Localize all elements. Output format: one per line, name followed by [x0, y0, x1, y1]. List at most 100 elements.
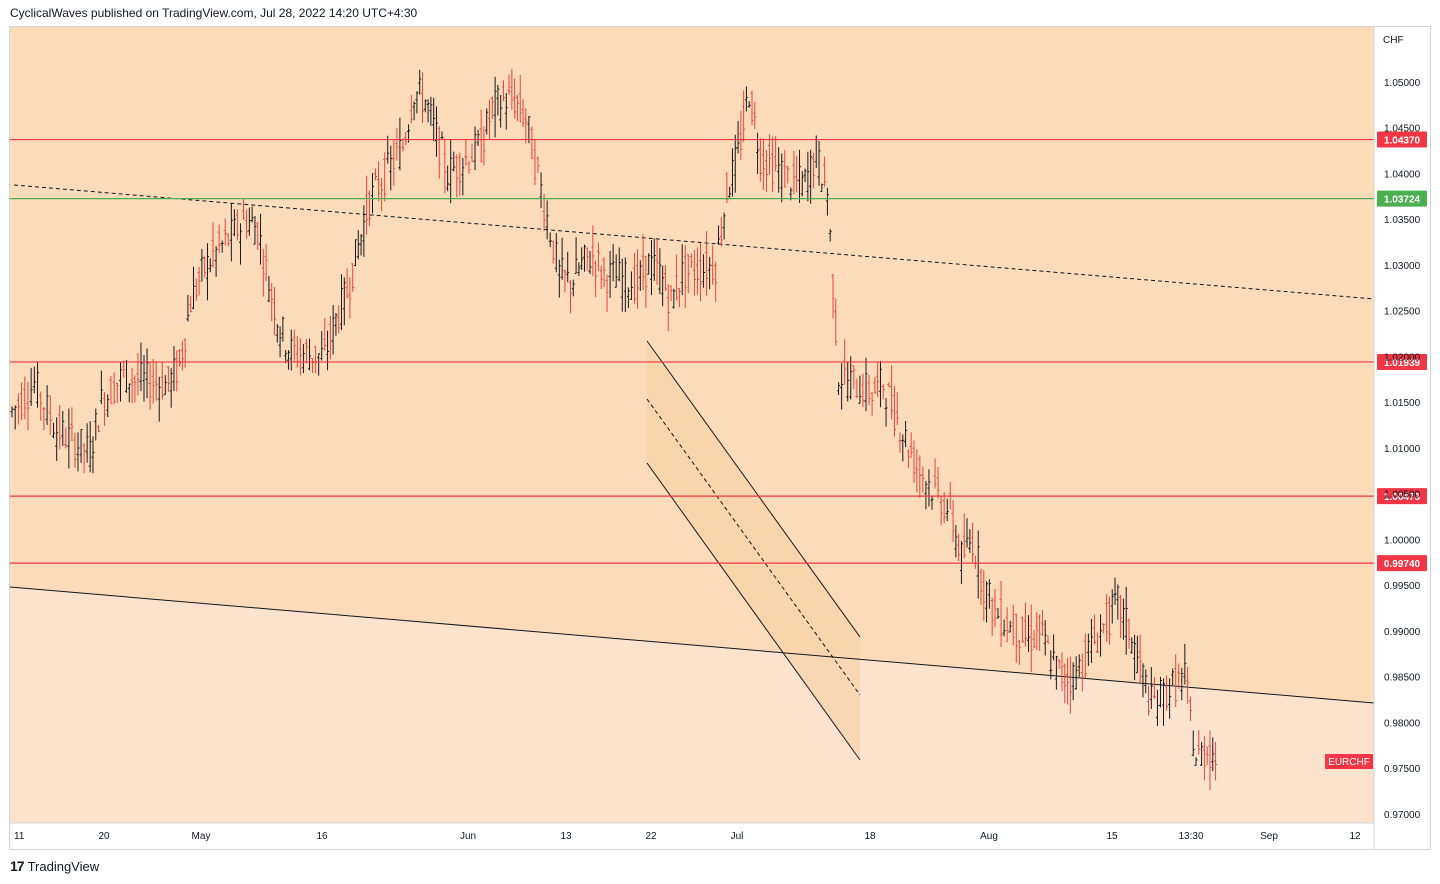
- ohlc-bar: [452, 151, 456, 172]
- ohlc-bar: [515, 95, 519, 122]
- time-tick-label: May: [192, 831, 211, 842]
- ohlc-bar: [29, 367, 33, 406]
- ohlc-bar: [730, 148, 734, 197]
- ohlc-bar: [334, 312, 338, 336]
- chart-panel[interactable]: 1.04370 1.03724 1.01939 1.00473 0.99740 CHF 1…: [9, 26, 1431, 850]
- ohlc-bar: [1054, 655, 1058, 690]
- ohlc-bar: [1096, 632, 1100, 653]
- ohlc-bar: [473, 126, 477, 171]
- ohlc-bar: [1194, 757, 1198, 766]
- ohlc-bar: [999, 580, 1003, 647]
- ohlc-bar: [957, 534, 961, 562]
- ohlc-bar: [365, 175, 369, 235]
- ohlc-bar: [677, 287, 681, 308]
- ohlc-bar: [617, 247, 621, 282]
- ohlc-bar: [809, 149, 813, 204]
- ohlc-bar: [208, 258, 212, 273]
- ohlc-bar: [840, 363, 844, 410]
- ohlc-bar: [461, 158, 465, 196]
- ohlc-bar: [464, 138, 468, 166]
- ohlc-bar: [76, 432, 80, 472]
- time-tick-label: Jun: [460, 831, 476, 842]
- ohlc-bar: [1049, 650, 1053, 680]
- ohlc-bar: [106, 394, 110, 418]
- ohlc-bar: [849, 356, 853, 400]
- ohlc-bar: [680, 244, 684, 296]
- ohlc-bar: [890, 365, 894, 420]
- currency-label: CHF: [1383, 35, 1404, 46]
- ohlc-bar: [157, 376, 161, 422]
- ohlc-bar: [458, 152, 462, 196]
- price-tick-label: 1.05000: [1384, 78, 1421, 89]
- ohlc-bar: [753, 101, 757, 129]
- ohlc-bar: [496, 84, 500, 116]
- ohlc-bar: [377, 161, 381, 202]
- ohlc-bar: [91, 436, 95, 474]
- ohlc-chart[interactable]: 1.04370 1.03724 1.01939 1.00473 0.99740 CHF 1…: [10, 27, 1430, 849]
- time-tick-label: 20: [98, 831, 110, 842]
- ohlc-bar: [611, 243, 615, 282]
- ohlc-bar: [264, 243, 268, 282]
- ohlc-bar: [669, 285, 673, 302]
- ohlc-bar: [658, 248, 662, 294]
- publisher-header: CyclicalWaves published on TradingView.c…: [10, 6, 418, 20]
- ohlc-bar: [1089, 618, 1093, 664]
- ohlc-bar: [1138, 634, 1142, 685]
- ohlc-bar: [122, 360, 126, 378]
- ohlc-bar: [1171, 668, 1175, 686]
- ohlc-bar: [629, 271, 633, 300]
- ohlc-bar: [1158, 676, 1162, 708]
- time-tick-label: 13: [560, 831, 572, 842]
- ohlc-bar: [386, 135, 390, 164]
- ohlc-bar: [412, 101, 416, 121]
- ohlc-bar: [429, 96, 433, 126]
- ohlc-bar: [301, 344, 305, 373]
- ohlc-bar: [652, 238, 656, 281]
- ohlc-bar: [566, 251, 570, 283]
- ohlc-bar: [551, 240, 555, 264]
- channel-lower-line: [646, 462, 861, 761]
- ohlc-bar: [1119, 594, 1123, 639]
- ohlc-bar: [1052, 634, 1056, 661]
- ohlc-bar: [1063, 663, 1067, 704]
- ohlc-bar: [1020, 616, 1024, 643]
- ohlc-bar: [172, 346, 176, 391]
- ohlc-bar: [370, 173, 374, 214]
- ohlc-bar: [455, 154, 459, 198]
- ohlc-bar: [786, 165, 790, 184]
- ohlc-bar: [739, 111, 743, 160]
- ohlc-bar: [708, 256, 712, 290]
- ohlc-bar: [272, 286, 276, 336]
- ohlc-bar: [1026, 615, 1030, 652]
- ohlc-bar: [493, 76, 497, 138]
- ohlc-bar: [220, 240, 224, 253]
- ohlc-bar: [855, 378, 859, 399]
- ohlc-bar: [1068, 656, 1072, 714]
- ohlc-bar: [1180, 667, 1184, 701]
- ohlc-bar: [623, 257, 627, 313]
- ohlc-bar: [918, 455, 922, 498]
- ohlc-bar: [401, 138, 405, 152]
- ohlc-bar: [912, 440, 916, 483]
- price-tick-label: 1.04000: [1384, 169, 1421, 180]
- ohlc-bar: [127, 383, 131, 403]
- ohlc-bar: [750, 90, 754, 126]
- ohlc-bar: [987, 579, 991, 609]
- ohlc-bar: [965, 518, 969, 548]
- ohlc-bar: [253, 215, 257, 245]
- ohlc-bar: [711, 245, 715, 285]
- ohlc-bar: [286, 350, 290, 370]
- price-tick-label: 1.04500: [1384, 124, 1421, 135]
- ohlc-bar: [328, 315, 332, 360]
- ohlc-bar: [577, 262, 581, 276]
- ohlc-bar: [423, 99, 427, 113]
- ohlc-bar: [418, 69, 422, 95]
- ohlc-bar: [304, 339, 308, 364]
- ohlc-bar: [203, 256, 207, 278]
- ohlc-bar: [971, 522, 975, 563]
- ohlc-bar: [476, 129, 480, 147]
- ohlc-bar: [976, 530, 980, 599]
- time-tick-label: 15: [1106, 831, 1118, 842]
- ohlc-bar: [250, 206, 254, 223]
- ohlc-bar: [985, 581, 989, 623]
